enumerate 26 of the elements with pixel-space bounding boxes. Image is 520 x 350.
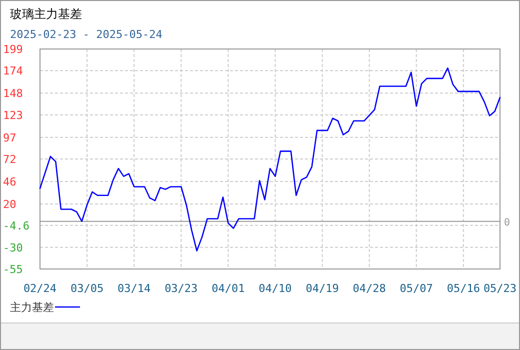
y-tick-label: 174 — [3, 64, 24, 78]
x-tick-label: 03/05 — [70, 282, 104, 295]
x-tick-label: 02/24 — [23, 282, 57, 295]
x-tick-label: 05/16 — [446, 282, 480, 295]
chart-title: 玻璃主力基差 — [10, 7, 82, 21]
x-tick-label: 03/23 — [164, 282, 198, 295]
x-tick-label: 04/28 — [352, 282, 386, 295]
chart-subtitle: 2025-02-23 - 2025-05-24 — [10, 28, 163, 41]
y-tick-label: 123 — [3, 108, 23, 122]
ref-line-label: 0 — [504, 217, 510, 228]
x-tick-label: 04/19 — [306, 282, 339, 295]
y-tick-label: 20 — [3, 198, 16, 212]
x-tick-label: 05/23 — [483, 282, 517, 295]
y-tick-label: -55 — [3, 263, 23, 276]
y-tick-label: 199 — [3, 43, 23, 56]
x-tick-label: 05/07 — [400, 282, 433, 295]
y-tick-label: -30 — [3, 241, 23, 254]
x-tick-label: 03/14 — [118, 282, 152, 295]
x-tick-label: 04/10 — [258, 282, 292, 295]
y-tick-label: 46 — [3, 176, 16, 189]
x-tick-label: 04/01 — [212, 282, 245, 295]
y-tick-label: 72 — [3, 153, 16, 166]
y-tick-label: -4.6 — [3, 219, 30, 232]
legend-label: 主力基差 — [10, 301, 54, 314]
y-tick-label: 148 — [3, 87, 23, 100]
y-tick-label: 97 — [3, 131, 16, 144]
